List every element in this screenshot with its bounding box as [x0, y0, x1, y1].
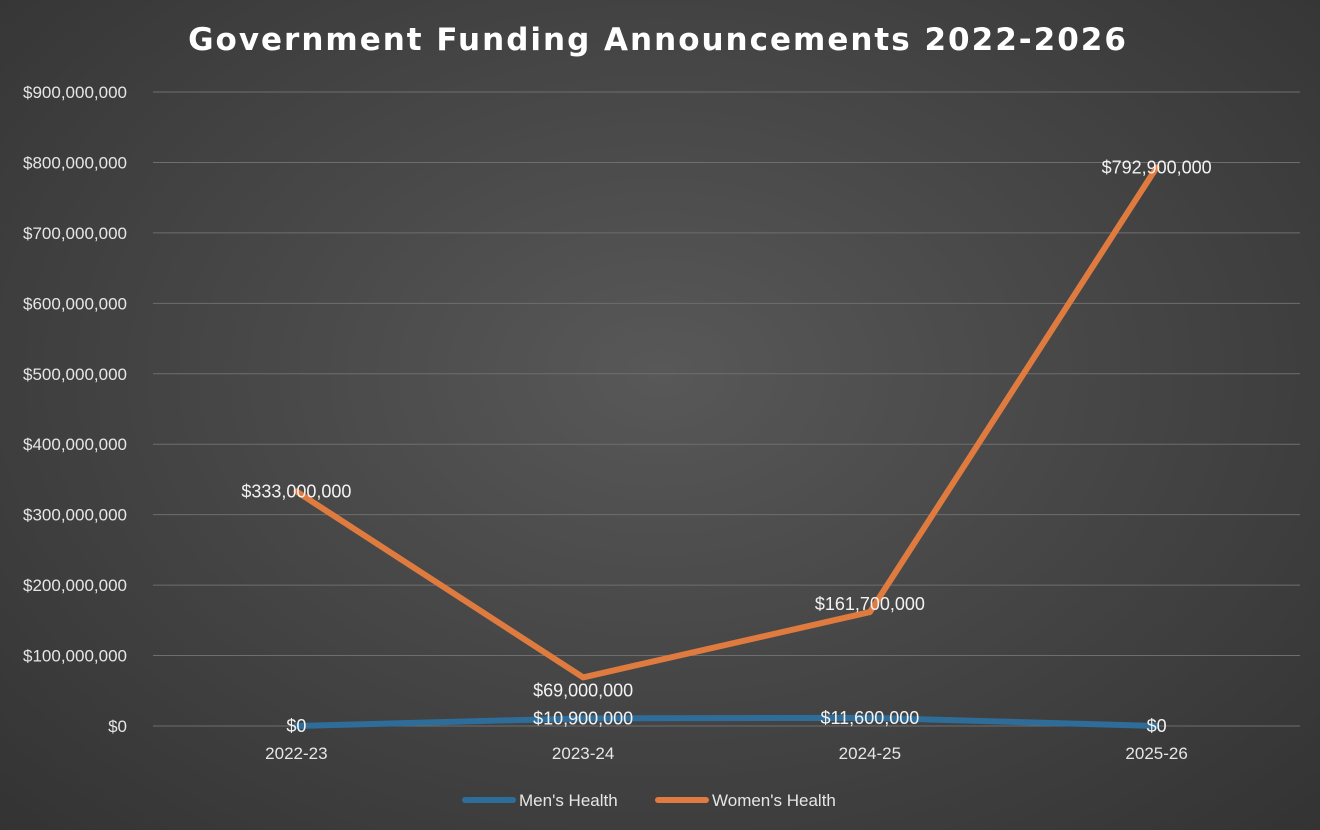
x-axis-tick-labels: 2022-23 2023-24 2024-25 2025-26 — [265, 744, 1188, 763]
y-tick-label: $100,000,000 — [23, 647, 127, 666]
data-label: $11,600,000 — [820, 708, 919, 728]
x-tick-label: 2022-23 — [265, 744, 327, 763]
y-tick-label: $600,000,000 — [23, 294, 127, 313]
y-tick-label: $400,000,000 — [23, 435, 127, 454]
x-tick-label: 2025-26 — [1125, 744, 1187, 763]
y-tick-label: $800,000,000 — [23, 153, 127, 172]
data-label: $161,700,000 — [815, 594, 925, 614]
y-tick-label: $900,000,000 — [23, 83, 127, 102]
y-axis-tick-labels: $0 $100,000,000 $200,000,000 $300,000,000 $4… — [23, 83, 127, 736]
x-tick-label: 2024-25 — [839, 744, 901, 763]
series-lines — [293, 164, 1160, 729]
legend-label: Men's Health — [519, 791, 618, 810]
y-tick-label: $700,000,000 — [23, 224, 127, 243]
series-line-women-s-health — [293, 164, 1160, 681]
y-tick-label: $300,000,000 — [23, 506, 127, 525]
data-label: $0 — [1147, 716, 1167, 736]
legend-label: Women's Health — [712, 791, 836, 810]
data-label: $792,900,000 — [1102, 157, 1212, 177]
data-label: $69,000,000 — [533, 680, 633, 700]
data-label: $333,000,000 — [241, 481, 351, 501]
series-line-men-s-health — [293, 714, 1160, 729]
data-label: $10,900,000 — [533, 708, 633, 728]
y-tick-label: $200,000,000 — [23, 576, 127, 595]
x-tick-label: 2023-24 — [552, 744, 614, 763]
legend: Men's Health Women's Health — [462, 791, 836, 810]
y-tick-label: $500,000,000 — [23, 365, 127, 384]
data-label: $0 — [286, 716, 306, 736]
data-labels: $0 $10,900,000 $11,600,000 $0 $333,000,000 $6… — [241, 157, 1211, 736]
y-tick-label: $0 — [108, 717, 127, 736]
gridlines — [153, 91, 1300, 727]
chart-title: Government Funding Announcements 2022-20… — [188, 22, 1128, 58]
